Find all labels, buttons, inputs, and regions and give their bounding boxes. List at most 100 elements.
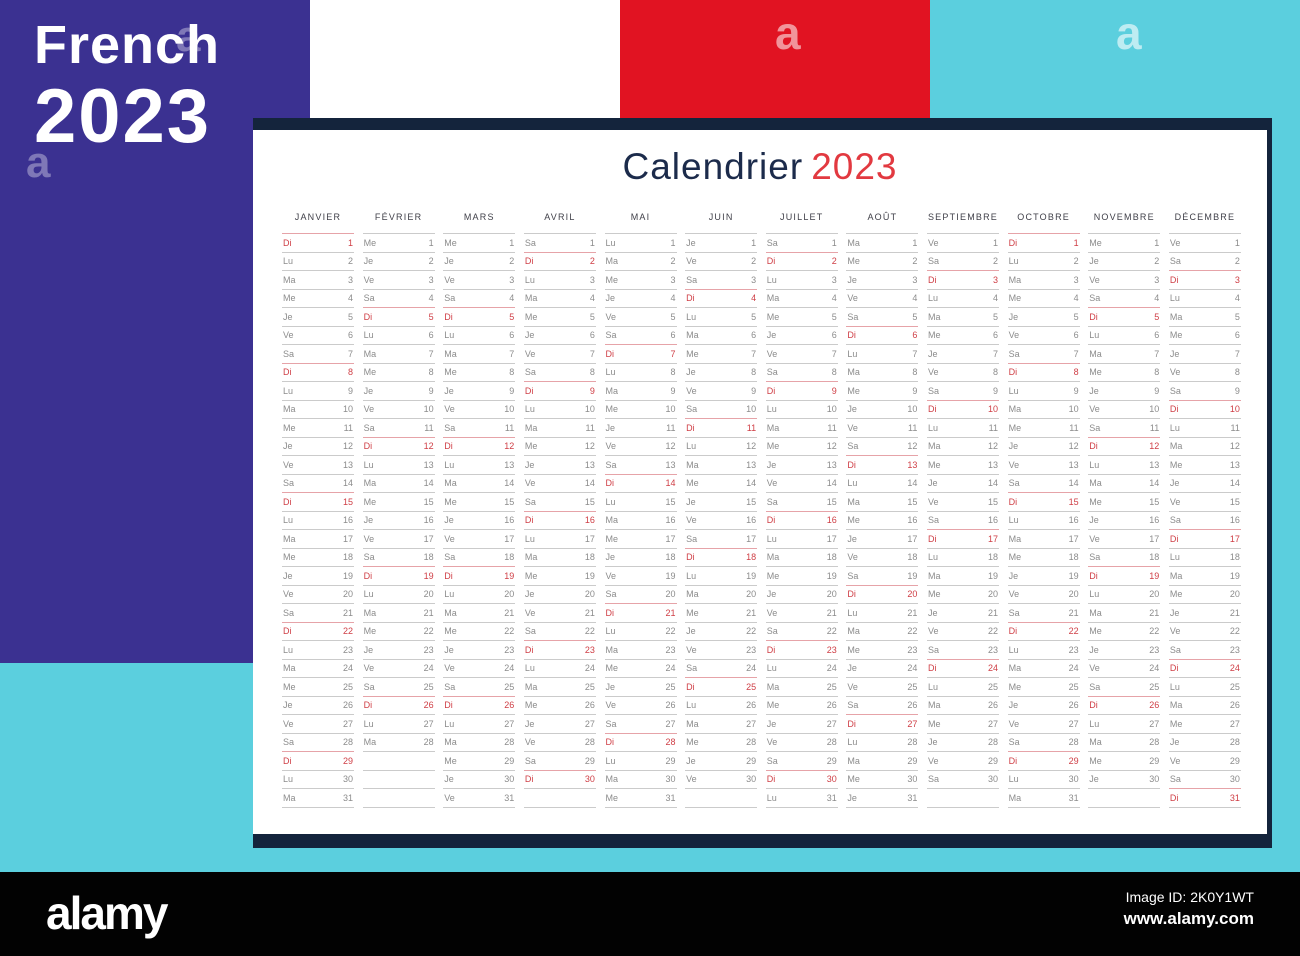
day-row: Me 18 [1007,547,1080,567]
day-row: Di 31 [1168,788,1241,807]
day-abbr: Lu [1089,589,1100,600]
day-number: 3 [1154,274,1160,285]
day-number: 5 [589,311,595,322]
day-row: Ve 6 [1007,325,1080,345]
day-number: 20 [504,589,515,600]
day-number: 15 [423,496,434,507]
day-number: 18 [342,552,353,563]
day-number: 5 [912,311,918,322]
day-number: 18 [907,552,918,563]
day-abbr: Lu [1089,459,1100,470]
day-number: 5 [751,311,757,322]
day-number: 8 [751,367,757,378]
day-abbr: Sa [363,552,375,563]
day-number: 22 [342,626,353,637]
day-abbr: Di [766,256,776,267]
day-abbr: Di [1169,404,1179,415]
day-abbr: Ma [283,404,296,415]
day-number: 27 [584,718,595,729]
day-abbr: Me [444,496,457,507]
day-abbr: Sa [363,681,375,692]
day-row: Ve 23 [685,640,758,659]
day-row: Je 9 [1088,381,1161,400]
day-abbr: Ma [605,774,619,785]
day-abbr: Sa [847,311,859,322]
day-number: 8 [1154,367,1160,378]
day-row: Di 19 [1088,566,1161,585]
day-abbr: Ma [283,274,296,285]
day-abbr: Sa [444,293,456,304]
day-row: Sa 21 [1007,603,1080,622]
day-number: 13 [1149,459,1160,470]
day-row: Me 17 [604,529,677,548]
day-row: Sa 8 [523,362,596,382]
column-end-line [282,806,354,808]
day-abbr: Sa [524,496,536,507]
day-abbr: Ma [363,478,377,489]
day-row: Me 31 [604,788,677,807]
day-number: 16 [987,515,998,526]
alamy-url-text: www.alamy.com [1123,909,1254,928]
day-row: Sa 26 [846,695,919,715]
day-number: 23 [1068,644,1079,655]
day-abbr: Je [847,533,857,544]
day-row: Sa 7 [282,344,354,363]
day-row: Lu 9 [282,381,354,400]
day-abbr: Sa [1169,644,1181,655]
day-row: Ma 21 [362,603,435,622]
day-abbr: Di [605,737,615,748]
month-column: SEPTIEMBRE Ve 1 Sa 2 Di 3 Lu 4 Ma 5 Me 6 Je 7 Ve 8 Sa 9 Di 1… [927,212,999,808]
day-row: Ma 12 [1168,436,1241,456]
day-number: 6 [347,330,353,341]
day-abbr: Je [524,718,535,729]
day-abbr: Je [524,459,535,470]
flag-white-block [310,0,620,118]
day-abbr: Lu [1169,552,1180,563]
day-row: Di 9 [523,381,596,400]
day-number: 29 [342,755,353,766]
day-abbr: Lu [605,755,616,766]
day-row: Ma 5 [927,307,999,326]
day-abbr: Di [363,700,373,711]
day-abbr: Ve [524,478,536,489]
day-number: 11 [666,422,676,433]
day-abbr: Sa [1089,422,1101,433]
day-number: 18 [665,552,676,563]
day-number: 5 [1073,311,1079,322]
day-row: Ma 14 [362,473,435,493]
day-row: Sa 8 [765,362,838,382]
day-row: Lu 20 [443,584,516,604]
day-row: Sa 2 [927,251,999,271]
day-number: 16 [342,515,353,526]
day-abbr: Lu [766,404,777,415]
day-number: 20 [987,589,998,600]
day-abbr: Lu [766,274,777,285]
day-abbr: Ma [766,681,780,692]
day-abbr: Di [928,274,937,285]
day-number: 18 [1149,552,1160,563]
day-abbr: Me [1008,422,1022,433]
day-abbr: Je [928,348,938,359]
footer-info: Image ID: 2K0Y1WT www.alamy.com [1124,888,1254,931]
day-row: Ve 8 [1168,362,1241,382]
day-abbr: Lu [605,367,616,378]
day-number: 28 [342,737,353,748]
day-number: 4 [347,293,353,304]
day-number: 8 [1073,367,1079,378]
day-number: 12 [423,441,434,452]
day-row: Lu 19 [685,566,758,585]
day-number: 14 [342,478,353,489]
day-number: 27 [504,718,515,729]
day-number: 30 [1068,774,1079,785]
day-number: 21 [746,607,757,618]
day-row: Di 7 [604,344,677,363]
day-number: 19 [1229,570,1240,581]
day-row: Di 11 [685,418,758,437]
day-row: Sa 5 [846,307,919,326]
day-abbr: Ve [524,348,536,359]
day-abbr: Lu [847,737,858,748]
day-row: Ma 10 [282,399,354,419]
day-row: Di 4 [685,288,758,308]
day-abbr: Sa [766,496,778,507]
day-row: Je 4 [604,288,677,308]
